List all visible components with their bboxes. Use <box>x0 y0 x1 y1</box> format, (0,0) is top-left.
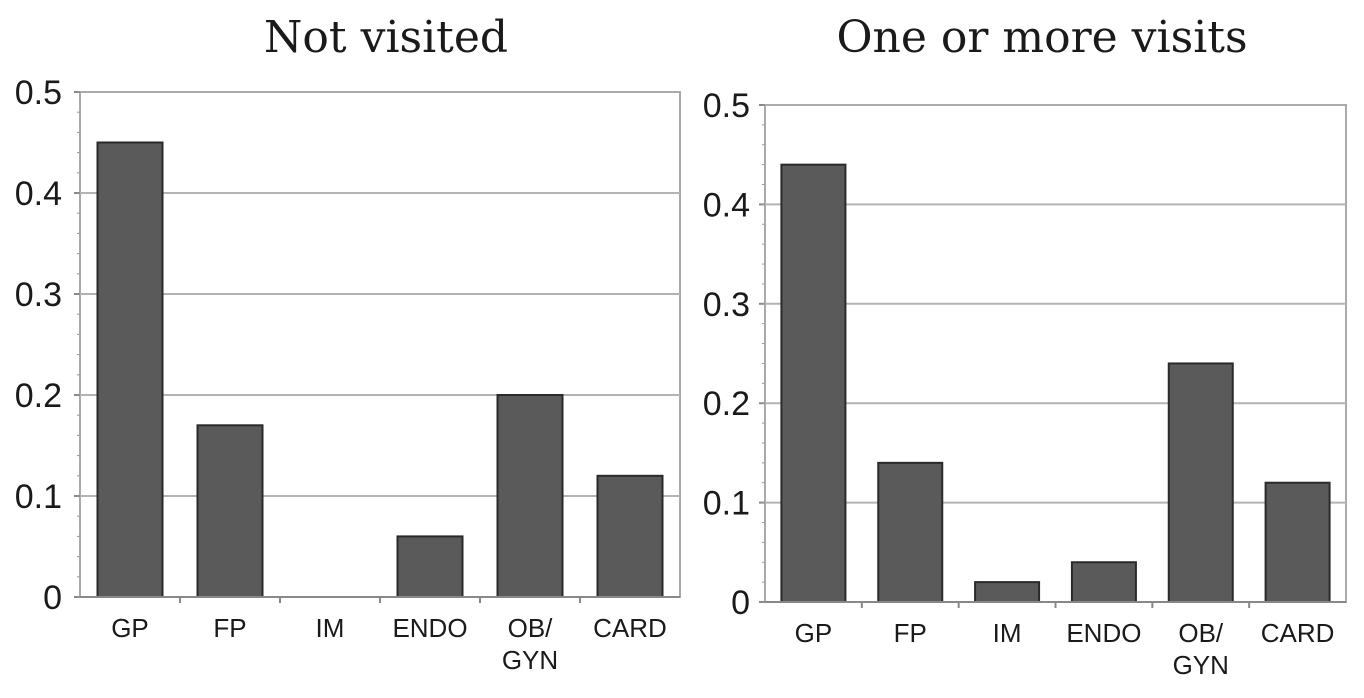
y-tick-label: 0 <box>731 584 750 622</box>
y-tick-label: 0.3 <box>703 286 750 324</box>
x-tick-label: FP <box>213 613 246 643</box>
chart-panel-2: One or more visits 0 0.1 0.2 0.3 0.4 0.5 GP FP IM… <box>703 12 1347 680</box>
chart-title: One or more visits <box>836 12 1247 63</box>
y-tick-label: 0 <box>43 579 62 617</box>
x-tick-label-line2: GYN <box>1173 650 1229 680</box>
y-tick-label: 0.4 <box>703 186 750 224</box>
bar-gp <box>780 163 847 603</box>
chart-title: Not visited <box>264 12 508 63</box>
x-tick-label: FP <box>894 618 927 648</box>
x-tick-label: GP <box>111 613 149 643</box>
x-tick-label: CARD <box>593 613 667 643</box>
bar-card <box>1264 481 1331 603</box>
plot-frame <box>79 91 681 598</box>
y-tick-label: 0.2 <box>15 377 62 415</box>
bar-fp <box>877 461 944 603</box>
x-tick-label: GP <box>795 618 833 648</box>
x-tick-label-line2: GYN <box>502 645 558 675</box>
bar-ob <box>496 394 564 598</box>
x-tick-label: IM <box>316 613 345 643</box>
y-tick-label: 0.4 <box>15 175 62 213</box>
bar-endo <box>396 535 464 599</box>
bar-gp <box>96 141 164 598</box>
bar-ob <box>1167 362 1234 603</box>
chart-panel-1: Not visited 0 0.1 0.2 0.3 0.4 0.5 GP FP IM ENDO OB/… <box>15 12 681 675</box>
y-tick-label: 0.1 <box>703 485 750 523</box>
x-tick-label: OB/ <box>508 613 554 643</box>
x-tick-label: ENDO <box>392 613 467 643</box>
bar-im <box>974 581 1041 603</box>
y-tick-label: 0.1 <box>15 478 62 516</box>
bar-fp <box>196 424 264 598</box>
x-tick-label: CARD <box>1261 618 1335 648</box>
y-tick-label: 0.2 <box>703 385 750 423</box>
x-tick-label: IM <box>993 618 1022 648</box>
bar-endo <box>1070 561 1137 603</box>
y-tick-label: 0.3 <box>15 276 62 314</box>
x-tick-label: ENDO <box>1066 618 1141 648</box>
bar-card <box>596 474 664 598</box>
x-tick-label: OB/ <box>1178 618 1224 648</box>
y-tick-label: 0.5 <box>15 74 62 112</box>
plot-frame <box>764 104 1347 603</box>
y-tick-label: 0.5 <box>703 87 750 125</box>
